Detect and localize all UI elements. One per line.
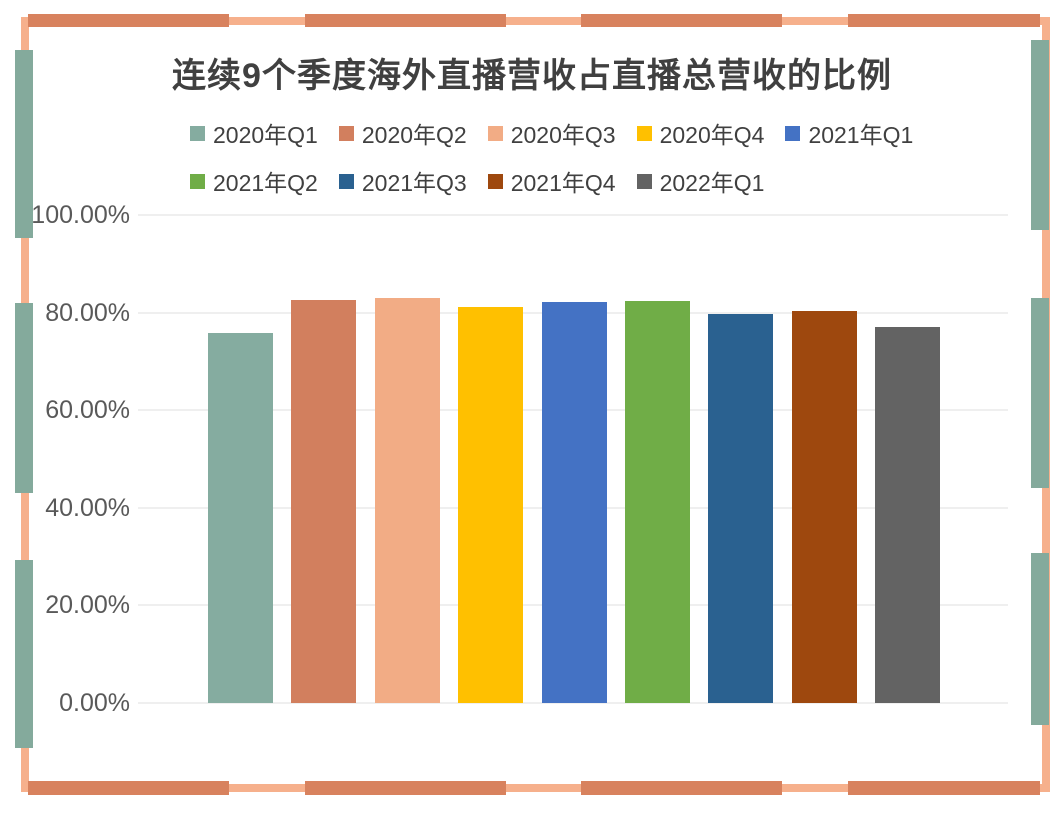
legend-label: 2022年Q1 (659, 170, 765, 196)
frame-thin-top (21, 17, 1050, 25)
legend-row: 2020年Q1 2020年Q2 2020年Q3 2020年Q4 2021年Q1 (190, 118, 913, 148)
legend-item-2020年Q4: 2020年Q4 (636, 116, 765, 150)
legend-marker-icon (487, 125, 503, 141)
bar-2020年Q4 (458, 306, 524, 703)
bar-2020年Q2 (291, 300, 357, 703)
frame-dark-segment (581, 14, 782, 27)
legend-marker-icon (487, 173, 503, 189)
legend-marker-icon (338, 173, 354, 189)
legend-label: 2020年Q4 (659, 122, 765, 148)
y-tick-label: 60.00% (45, 396, 130, 425)
legend-item-2021年Q4: 2021年Q4 (487, 164, 616, 198)
y-tick-label: 100.00% (31, 201, 130, 229)
frame-teal-segment (15, 303, 33, 493)
legend-marker-icon (338, 125, 354, 141)
chart-title: 连续9个季度海外直播营收占直播总营收的比例 (172, 57, 892, 95)
legend-row: 2021年Q2 2021年Q3 2021年Q4 2022年Q1 (190, 166, 913, 196)
legend-item-2020年Q2: 2020年Q2 (338, 116, 467, 150)
frame-dark-segment (848, 781, 1040, 795)
legend-marker-icon (785, 125, 801, 141)
legend-label: 2021年Q2 (213, 170, 318, 196)
legend-item-2021年Q1: 2021年Q1 (785, 116, 913, 150)
y-tick-label: 0.00% (59, 689, 130, 717)
legend-marker-icon (636, 125, 652, 141)
bar-2020年Q1 (208, 332, 273, 703)
chart-legend: 2020年Q1 2020年Q2 2020年Q3 2020年Q4 2021年Q1 2021年… (190, 118, 913, 214)
frame-teal-segment (1031, 40, 1049, 230)
frame-teal-segment (15, 560, 33, 748)
legend-item-2020年Q1: 2020年Q1 (190, 116, 318, 150)
legend-marker-icon (190, 173, 205, 189)
legend-item-2021年Q2: 2021年Q2 (190, 164, 318, 198)
legend-label: 2021年Q1 (808, 122, 914, 148)
y-tick-label: 40.00% (45, 493, 130, 522)
legend-label: 2020年Q1 (213, 122, 318, 148)
legend-label: 2021年Q4 (510, 170, 616, 196)
y-tick-label: 80.00% (45, 298, 130, 327)
frame-dark-segment (848, 14, 1040, 27)
frame-dark-segment (581, 781, 782, 795)
frame-dark-segment (28, 781, 229, 795)
legend-label: 2020年Q2 (361, 122, 467, 148)
bar-2021年Q4 (791, 310, 857, 703)
bar-2021年Q2 (625, 301, 690, 703)
legend-marker-icon (636, 173, 652, 189)
frame-dark-segment (305, 14, 506, 27)
frame-dark-segment (305, 781, 506, 795)
gridline (138, 214, 1008, 216)
legend-item-2020年Q3: 2020年Q3 (487, 116, 616, 150)
y-tick-label: 20.00% (45, 591, 130, 620)
frame-dark-segment (28, 14, 229, 27)
legend-item-2021年Q3: 2021年Q3 (338, 164, 467, 198)
plot-area (138, 214, 1008, 704)
gridline (138, 702, 1008, 704)
frame-thin-bottom (21, 784, 1050, 792)
frame-teal-segment (1031, 553, 1049, 725)
bar-2021年Q3 (708, 313, 774, 703)
frame-teal-segment (1031, 298, 1049, 488)
bar-2021年Q1 (541, 302, 607, 703)
legend-label: 2021年Q3 (361, 170, 467, 196)
frame-teal-segment (15, 50, 33, 238)
bar-2020年Q3 (374, 298, 440, 703)
bar-2022年Q1 (875, 327, 941, 703)
legend-label: 2020年Q3 (510, 122, 616, 148)
legend-item-2022年Q1: 2022年Q1 (636, 164, 765, 198)
legend-marker-icon (190, 125, 205, 141)
